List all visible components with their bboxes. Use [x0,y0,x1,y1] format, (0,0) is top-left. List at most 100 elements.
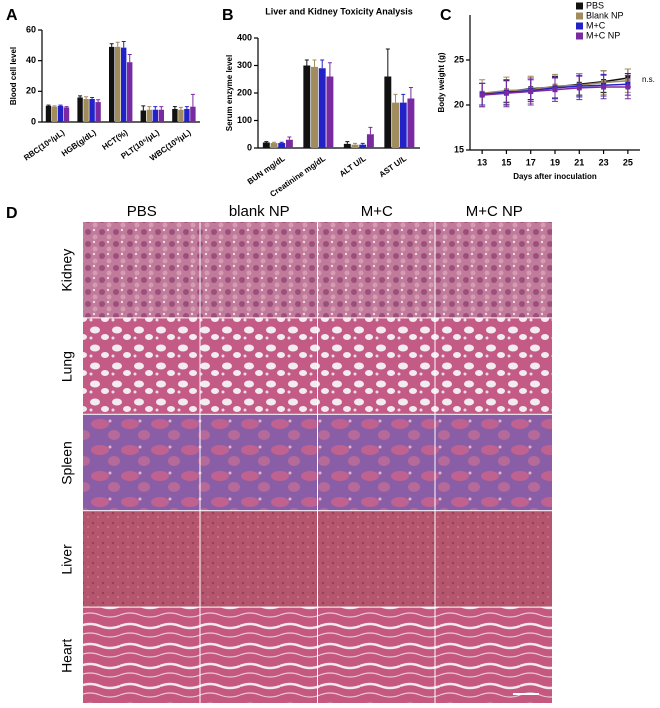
error-bar [320,59,325,69]
point [552,87,558,93]
bar [51,106,58,122]
bar [140,110,146,122]
error-bar [141,105,146,111]
bar [270,143,278,148]
error-bar [345,141,350,144]
histology-image [318,511,435,607]
annotation: n.s. [642,75,655,84]
row-label: Heart [59,639,75,673]
y-tick-label: 15 [454,144,464,154]
error-bar [159,106,164,110]
row-label: Liver [59,544,75,575]
y-tick-label: 200 [237,87,252,97]
column-header: M+C NP [466,203,523,220]
panel-letter: A [6,7,18,24]
panel-letter: C [440,7,452,24]
point [503,90,509,96]
bar [384,76,392,148]
error-bar [393,93,398,103]
chart-title: Liver and Kidney Toxicity Analysis [265,6,413,16]
bar [351,144,359,148]
bar [326,76,334,148]
error-bar [385,48,390,77]
bar [399,102,407,148]
bar [63,107,70,122]
histology-image [318,414,435,511]
error-bar [264,141,269,143]
bar [57,105,64,122]
bar [184,108,190,122]
x-tick-label: AST U/L [377,154,408,179]
histology-image [435,414,552,511]
histology-image [83,222,200,318]
y-tick-label: 40 [26,55,36,65]
x-tick-label: 21 [574,157,584,167]
error-bar [109,43,114,47]
legend-swatch [576,12,583,20]
error-bar [279,141,284,144]
x-tick-label: BUN mg/dL [246,154,287,186]
bar [178,109,184,122]
error-bar [272,141,277,144]
error-bar [58,104,63,106]
error-bar [304,59,309,66]
error-bar [178,106,183,110]
error-bar [90,96,95,99]
legend-label: PBS [586,0,604,10]
error-bar [327,62,332,77]
error-bar [46,104,51,106]
bar [392,102,399,148]
error-bar [408,87,413,99]
y-tick-label: 60 [26,24,36,34]
y-tick-label: 20 [26,86,36,96]
y-tick-label: 400 [237,32,252,42]
bar [285,139,293,148]
error-bar [84,96,89,99]
error-bar [401,93,406,103]
y-tick-label: 300 [237,60,252,70]
point [601,84,607,90]
bar [121,47,127,123]
histology-image [200,222,317,318]
x-tick-label: 13 [477,157,487,167]
legend-swatch [576,2,583,10]
error-bar [64,106,69,108]
legend-label: M+C NP [586,30,620,40]
bar [83,99,89,122]
row-label: Kidney [59,249,75,292]
column-header: PBS [127,203,157,220]
bar [343,143,351,148]
row-label: Spleen [59,441,75,485]
point [528,89,534,94]
x-tick-label: 19 [550,157,560,167]
bar [95,102,101,122]
bar [262,142,270,148]
histology-image [83,607,200,703]
bar [152,109,159,122]
x-tick-label: ALT U/L [338,154,368,179]
bar [407,98,415,148]
histology-image [83,511,200,607]
histology-image [200,511,317,607]
histology-image [435,318,552,414]
legend-swatch [576,22,583,30]
histology-image [200,607,317,703]
histology-image [200,318,317,414]
bar [146,109,152,122]
column-header: blank NP [229,203,290,220]
x-tick-label: 25 [623,157,633,167]
row-label: Lung [59,351,75,382]
bar [45,105,52,122]
panel-letter: D [6,205,18,222]
y-tick-label: 25 [454,54,464,64]
y-axis-label: Body weight (g) [437,52,446,112]
histology-image [83,318,200,414]
point [576,85,582,91]
error-bar [127,54,132,63]
bar [127,62,133,122]
y-tick-label: 0 [247,142,252,152]
x-tick-label: HGB(g/dL) [60,128,98,159]
error-bar [115,41,120,47]
histology-image [318,607,435,703]
